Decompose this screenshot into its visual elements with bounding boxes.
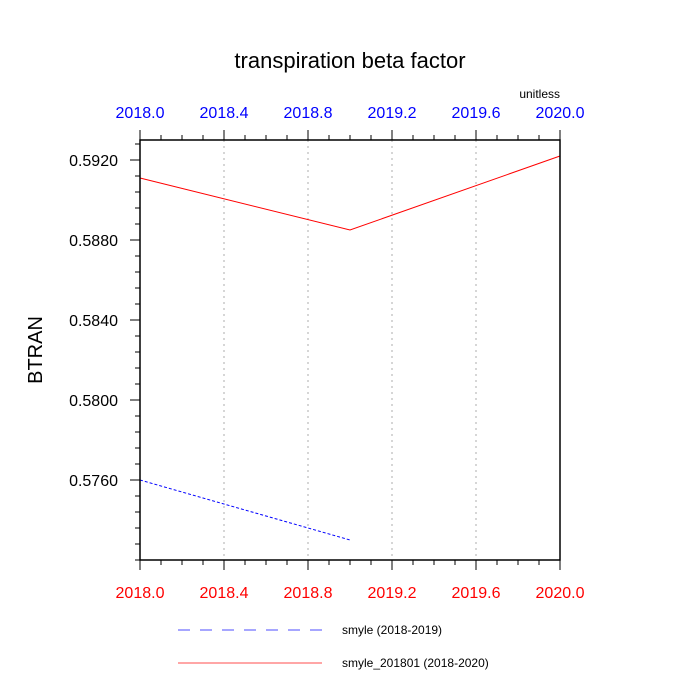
x-tick-label-bottom: 2019.6	[452, 585, 501, 602]
plot-frame	[139, 139, 561, 561]
y-axis-label: BTRAN	[25, 316, 47, 384]
y-tick-label: 0.5920	[69, 153, 118, 170]
grid-lines	[223, 140, 477, 560]
chart-units: unitless	[519, 87, 560, 101]
y-tick-label: 0.5840	[69, 313, 118, 330]
y-tick-label: 0.5800	[69, 393, 118, 410]
x-tick-label-top: 2018.8	[284, 105, 333, 122]
x-tick-label-bottom: 2018.0	[116, 585, 165, 602]
x-tick-label-top: 2020.0	[536, 105, 585, 122]
series-line-2	[139, 155, 561, 231]
y-tick-label: 0.5760	[69, 473, 118, 490]
legend-label-2: smyle_201801 (2018-2020)	[342, 656, 489, 670]
x-tick-label-bottom: 2019.2	[368, 585, 417, 602]
plot-series	[139, 155, 561, 541]
x-tick-label-top: 2018.4	[200, 105, 249, 122]
x-tick-label-top: 2018.0	[116, 105, 165, 122]
axis-ticks: 2018.0 2018.0 2018.4 2018.4 2018.8 2018.8 2019…	[69, 105, 585, 602]
x-tick-label-bottom: 2020.0	[536, 585, 585, 602]
x-tick-label-top: 2019.6	[452, 105, 501, 122]
x-tick-label-bottom: 2018.8	[284, 585, 333, 602]
y-tick-label: 0.5880	[69, 233, 118, 250]
legend: smyle (2018-2019) smyle_201801 (2018-2020…	[178, 623, 489, 670]
legend-label-1: smyle (2018-2019)	[342, 623, 442, 637]
series-line-1	[139, 479, 351, 541]
chart-title: transpiration beta factor	[234, 48, 465, 73]
x-tick-label-top: 2019.2	[368, 105, 417, 122]
x-tick-label-bottom: 2018.4	[200, 585, 249, 602]
